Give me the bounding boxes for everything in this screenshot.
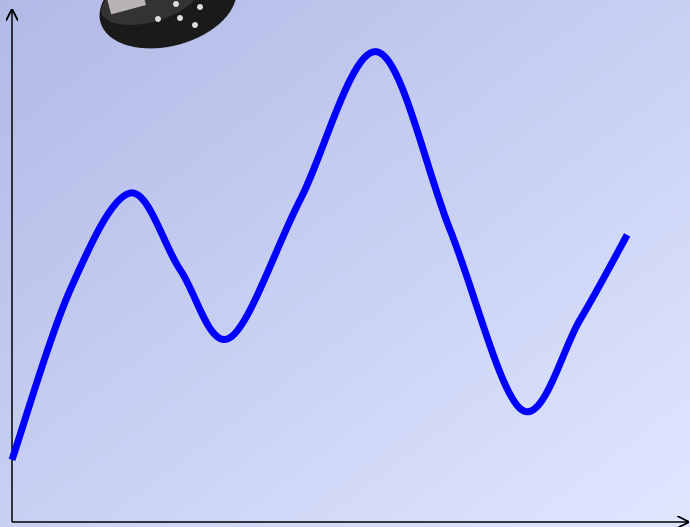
- device-image: [99, 0, 237, 49]
- line-series: [8, 48, 631, 461]
